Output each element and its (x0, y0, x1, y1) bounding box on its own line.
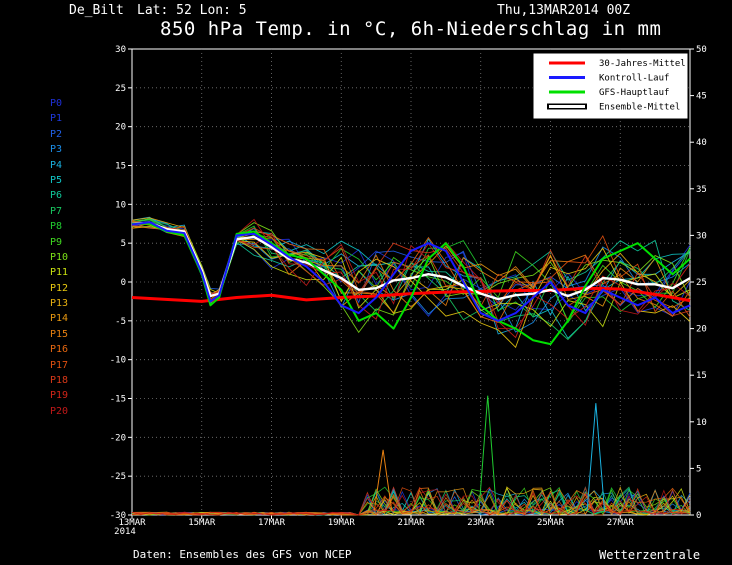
ensemble-member-line (131, 216, 691, 335)
y-tick-label-right: 25 (696, 278, 707, 288)
x-tick-label: 23MAR (467, 518, 495, 528)
y-tick-label-right: 15 (696, 371, 707, 381)
member-label-p12: P12 (50, 282, 69, 294)
legend-label: Kontroll-Lauf (599, 74, 669, 84)
precip-peak (478, 395, 497, 512)
member-label-p19: P19 (50, 390, 69, 402)
member-label-p8: P8 (50, 221, 63, 233)
footer-brand: Wetterzentrale (599, 548, 701, 562)
member-label-p6: P6 (50, 190, 63, 202)
x-tick-label: 13MAR 2014 (114, 518, 146, 537)
y-tick-label-left: 15 (115, 162, 126, 172)
series-line-kontroll-lauf (131, 221, 691, 322)
ensemble-member-line (131, 223, 691, 339)
y-tick-label-left: 20 (115, 123, 126, 133)
model-run: Thu,13MAR2014 00Z (497, 3, 631, 18)
y-tick-label-left: 30 (115, 45, 126, 55)
series-line-ensemble-mittel (131, 221, 691, 301)
member-label-p18: P18 (50, 375, 69, 387)
member-label-p7: P7 (50, 205, 63, 217)
series-line--jahres-mittel (131, 286, 691, 303)
member-label-p17: P17 (50, 359, 69, 371)
member-label-p3: P3 (50, 144, 63, 156)
y-tick-label-left: 5 (121, 239, 126, 249)
station-coords: Lat: 52 Lon: 5 (137, 3, 247, 18)
y-tick-label-right: 5 (696, 464, 701, 474)
series-line-gfs-hauptlauf (132, 222, 691, 346)
y-tick-label-right: 50 (696, 45, 707, 55)
member-label-p16: P16 (50, 344, 69, 356)
precip-member-line (131, 486, 691, 516)
y-tick-label-left: -25 (110, 472, 126, 482)
member-label-p13: P13 (50, 298, 69, 310)
y-tick-label-left: -15 (110, 395, 126, 405)
member-label-p2: P2 (50, 128, 63, 140)
y-tick-label-left: -10 (110, 356, 126, 366)
ensemble-member-list: P0 P1 P2 P3 P4 P5 P6 P7 P8 P9 P10 P11 P12 P13 P14 P15 P1… (50, 96, 90, 419)
y-tick-label-right: 20 (696, 325, 707, 335)
y-tick-label-left: 0 (121, 278, 126, 288)
precip-peak (586, 403, 606, 512)
member-label-p10: P10 (50, 251, 69, 263)
member-label-p5: P5 (50, 174, 63, 186)
y-tick-label-right: 0 (696, 511, 701, 521)
precip-peak (373, 449, 393, 512)
y-tick-label-right: 40 (696, 138, 707, 148)
y-tick-label-right: 35 (696, 185, 707, 195)
x-tick-label: 19MAR (328, 518, 356, 528)
legend-label: 30-Jahres-Mittel (599, 59, 686, 69)
chart-title: 850 hPa Temp. in °C, 6h-Niederschlag in … (160, 18, 662, 40)
legend-label: GFS-Hauptlauf (599, 88, 669, 98)
ensemble-member-line (131, 223, 691, 307)
y-tick-label-right: 10 (696, 418, 707, 428)
footer-source: Daten: Ensembles des GFS von NCEP (133, 548, 352, 561)
member-label-p1: P1 (50, 113, 63, 125)
member-label-p15: P15 (50, 328, 69, 340)
station-name: De_Bilt (69, 3, 124, 18)
x-tick-label: 21MAR (397, 518, 425, 528)
member-label-p14: P14 (50, 313, 69, 325)
x-tick-label: 17MAR (258, 518, 286, 528)
y-tick-label-left: 10 (115, 200, 126, 210)
member-label-p9: P9 (50, 236, 63, 248)
x-tick-label: 15MAR (188, 518, 216, 528)
y-tick-label-right: 30 (696, 231, 707, 241)
y-tick-label-left: -20 (110, 433, 126, 443)
member-label-p0: P0 (50, 98, 63, 109)
member-label-p20: P20 (50, 405, 69, 417)
x-tick-label: 25MAR (537, 518, 565, 528)
y-tick-label-left: -5 (115, 317, 126, 327)
y-tick-label-left: -30 (110, 511, 126, 521)
member-label-p11: P11 (50, 267, 69, 279)
x-tick-label: 27MAR (607, 518, 635, 528)
y-tick-label-left: 25 (115, 84, 126, 94)
y-tick-label-right: 45 (696, 92, 707, 102)
member-label-p4: P4 (50, 159, 63, 171)
legend-label: Ensemble-Mittel (599, 103, 680, 113)
